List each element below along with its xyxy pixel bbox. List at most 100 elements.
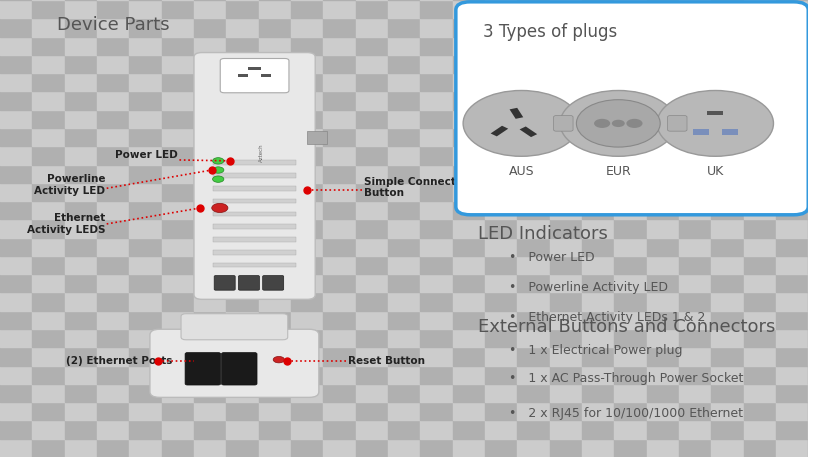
Bar bbox=[323, 128, 355, 146]
Bar bbox=[323, 146, 355, 165]
Bar bbox=[355, 219, 388, 238]
Bar bbox=[808, 384, 840, 402]
Bar bbox=[647, 146, 679, 165]
Bar bbox=[194, 37, 226, 55]
Bar bbox=[323, 238, 355, 256]
FancyBboxPatch shape bbox=[150, 329, 319, 398]
Bar bbox=[453, 128, 485, 146]
Bar bbox=[614, 18, 647, 37]
Bar bbox=[679, 110, 711, 128]
Bar bbox=[129, 384, 161, 402]
Text: •   Ethernet Activity LEDs 1 & 2: • Ethernet Activity LEDs 1 & 2 bbox=[509, 311, 706, 324]
Text: Device Parts: Device Parts bbox=[56, 16, 169, 34]
Bar bbox=[65, 420, 97, 439]
Bar bbox=[226, 73, 259, 91]
Bar bbox=[582, 37, 614, 55]
Bar bbox=[776, 73, 808, 91]
Bar bbox=[129, 18, 161, 37]
Bar bbox=[420, 311, 453, 329]
Bar bbox=[776, 292, 808, 311]
Bar bbox=[582, 110, 614, 128]
Bar bbox=[259, 274, 291, 292]
FancyBboxPatch shape bbox=[668, 116, 687, 131]
Bar bbox=[259, 201, 291, 219]
Bar bbox=[291, 37, 323, 55]
Text: LED Indicators: LED Indicators bbox=[479, 225, 608, 243]
Bar bbox=[582, 183, 614, 201]
Bar bbox=[776, 201, 808, 219]
Bar bbox=[453, 256, 485, 274]
Bar bbox=[32, 219, 65, 238]
Bar bbox=[388, 439, 420, 457]
Bar bbox=[517, 201, 549, 219]
Bar bbox=[453, 384, 485, 402]
Bar bbox=[808, 73, 840, 91]
Bar bbox=[97, 238, 129, 256]
Bar bbox=[485, 420, 517, 439]
Bar bbox=[65, 91, 97, 110]
Bar bbox=[129, 0, 161, 18]
Bar bbox=[194, 311, 226, 329]
Bar bbox=[517, 91, 549, 110]
Bar bbox=[722, 129, 738, 135]
Bar bbox=[453, 219, 485, 238]
Bar bbox=[259, 37, 291, 55]
Bar bbox=[0, 256, 32, 274]
Bar bbox=[453, 238, 485, 256]
Bar bbox=[520, 127, 538, 137]
Bar bbox=[453, 91, 485, 110]
Bar bbox=[453, 439, 485, 457]
Bar bbox=[65, 165, 97, 183]
Bar bbox=[647, 238, 679, 256]
Bar bbox=[0, 238, 32, 256]
Bar bbox=[517, 256, 549, 274]
Text: UK: UK bbox=[706, 165, 724, 178]
Bar bbox=[97, 311, 129, 329]
Bar bbox=[776, 219, 808, 238]
Bar bbox=[291, 292, 323, 311]
Bar bbox=[453, 274, 485, 292]
Bar bbox=[355, 183, 388, 201]
Bar bbox=[97, 165, 129, 183]
Bar bbox=[355, 311, 388, 329]
Circle shape bbox=[594, 119, 610, 128]
Bar bbox=[614, 73, 647, 91]
Bar bbox=[485, 18, 517, 37]
Bar bbox=[194, 73, 226, 91]
Bar bbox=[323, 347, 355, 366]
Bar bbox=[647, 292, 679, 311]
Circle shape bbox=[627, 119, 643, 128]
Bar bbox=[129, 366, 161, 384]
Bar bbox=[776, 347, 808, 366]
Bar bbox=[261, 74, 270, 77]
Bar bbox=[259, 292, 291, 311]
Bar bbox=[355, 165, 388, 183]
Bar bbox=[647, 219, 679, 238]
Bar bbox=[582, 439, 614, 457]
Bar bbox=[679, 347, 711, 366]
Bar bbox=[194, 0, 226, 18]
Bar bbox=[808, 256, 840, 274]
Bar bbox=[743, 292, 776, 311]
Bar bbox=[647, 366, 679, 384]
Bar bbox=[549, 55, 582, 73]
Bar bbox=[355, 292, 388, 311]
Bar bbox=[549, 219, 582, 238]
Bar bbox=[808, 110, 840, 128]
Bar bbox=[679, 256, 711, 274]
Bar bbox=[97, 384, 129, 402]
Text: Power LED: Power LED bbox=[115, 150, 178, 160]
Bar bbox=[485, 274, 517, 292]
Bar bbox=[259, 402, 291, 420]
Bar bbox=[388, 420, 420, 439]
Bar bbox=[776, 0, 808, 18]
Bar bbox=[549, 146, 582, 165]
Bar bbox=[808, 183, 840, 201]
Bar bbox=[129, 201, 161, 219]
Bar bbox=[355, 201, 388, 219]
Bar bbox=[517, 219, 549, 238]
Bar bbox=[291, 439, 323, 457]
Bar bbox=[614, 146, 647, 165]
Bar bbox=[679, 165, 711, 183]
Bar bbox=[97, 0, 129, 18]
